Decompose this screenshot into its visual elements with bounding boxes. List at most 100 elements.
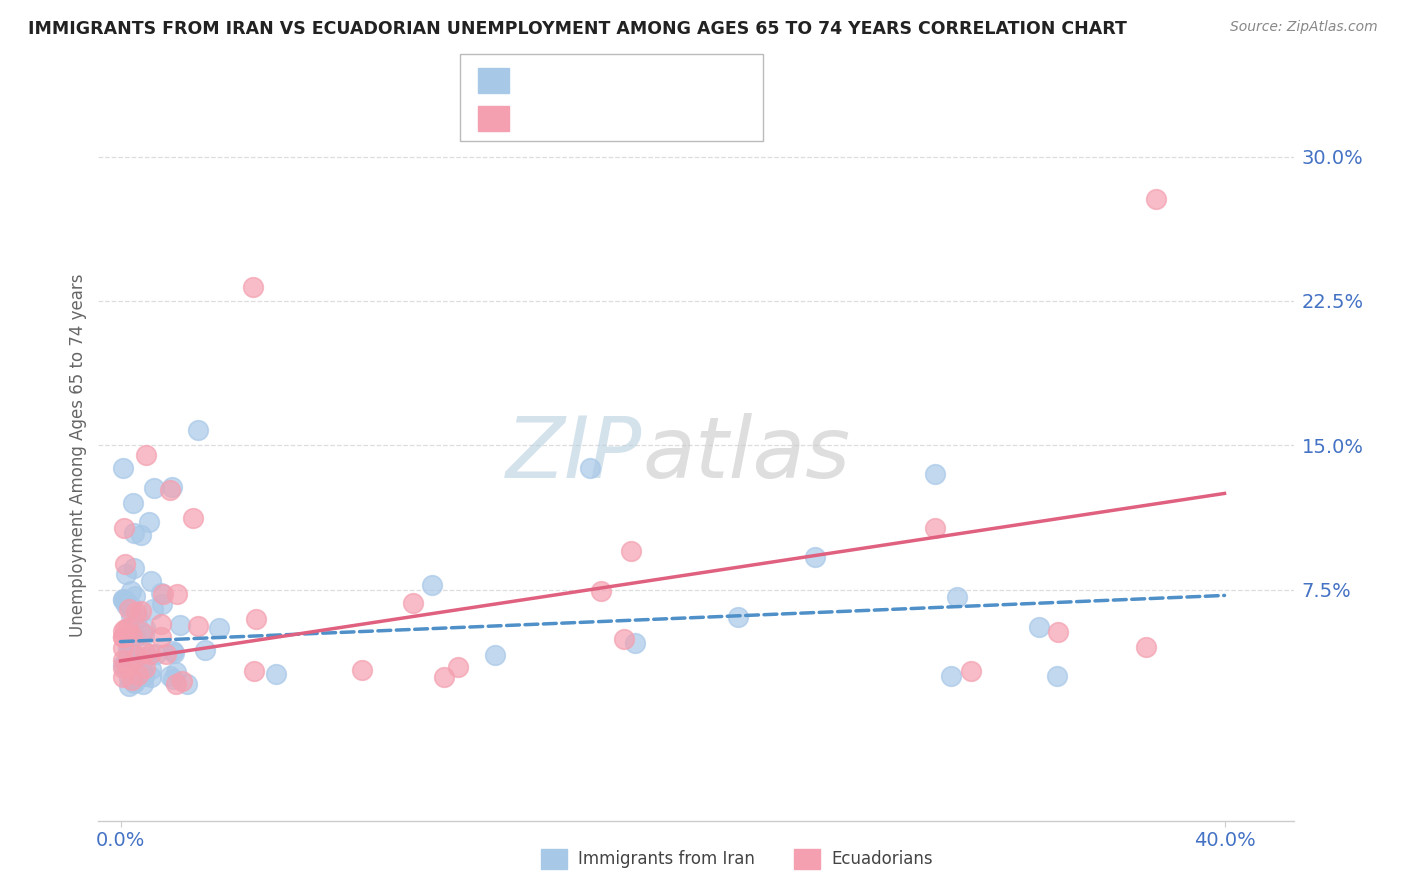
Point xyxy=(433,670,456,684)
Point xyxy=(1028,620,1050,634)
Point xyxy=(142,481,165,495)
Point xyxy=(134,645,156,659)
Point xyxy=(131,677,153,691)
Point xyxy=(125,669,148,683)
Point xyxy=(117,621,139,635)
Point xyxy=(112,630,135,644)
Point xyxy=(112,657,135,672)
Point xyxy=(589,584,612,599)
Point xyxy=(121,629,143,643)
Point xyxy=(127,649,149,664)
Point xyxy=(117,639,139,653)
Point xyxy=(122,675,145,690)
Point xyxy=(120,599,142,613)
Point xyxy=(620,544,643,558)
Point xyxy=(127,661,149,675)
Point xyxy=(172,673,194,688)
Point xyxy=(114,622,136,636)
Point xyxy=(350,663,373,677)
Point xyxy=(159,483,181,498)
Point xyxy=(578,461,600,475)
Point xyxy=(118,679,141,693)
Point xyxy=(1047,625,1070,640)
Point xyxy=(114,521,136,535)
Point xyxy=(115,566,138,581)
Point xyxy=(266,667,288,681)
Point xyxy=(727,610,749,624)
Point xyxy=(125,605,148,619)
Point xyxy=(127,667,149,681)
Point xyxy=(447,660,470,674)
Point xyxy=(804,549,827,564)
Y-axis label: Unemployment Among Ages 65 to 74 years: Unemployment Among Ages 65 to 74 years xyxy=(69,273,87,637)
Point xyxy=(176,676,198,690)
Point xyxy=(117,659,139,673)
Point xyxy=(165,677,187,691)
Point xyxy=(162,672,184,686)
Point xyxy=(122,496,145,510)
Text: IMMIGRANTS FROM IRAN VS ECUADORIAN UNEMPLOYMENT AMONG AGES 65 TO 74 YEARS CORREL: IMMIGRANTS FROM IRAN VS ECUADORIAN UNEMP… xyxy=(28,20,1128,37)
Point xyxy=(162,646,184,660)
Point xyxy=(124,630,146,644)
Point xyxy=(160,480,183,494)
Point xyxy=(624,636,647,650)
Point xyxy=(187,619,209,633)
Point xyxy=(165,665,187,680)
Point xyxy=(207,621,229,635)
Point xyxy=(155,647,177,661)
Point xyxy=(131,665,153,679)
Point xyxy=(946,590,969,604)
Point xyxy=(128,649,150,664)
Text: Immigrants from Iran: Immigrants from Iran xyxy=(578,850,755,868)
Text: Ecuadorians: Ecuadorians xyxy=(831,850,932,868)
Point xyxy=(112,461,135,475)
Point xyxy=(114,593,136,607)
Point xyxy=(112,661,135,675)
Point xyxy=(114,598,136,612)
Point xyxy=(127,671,149,685)
Point xyxy=(131,625,153,640)
Point xyxy=(152,587,174,601)
Point xyxy=(145,647,167,661)
Point xyxy=(150,597,173,611)
Point xyxy=(124,589,146,603)
Point xyxy=(142,602,165,616)
Point xyxy=(120,637,142,651)
Point xyxy=(122,561,145,575)
Point xyxy=(150,631,173,645)
Point xyxy=(141,662,163,676)
Point xyxy=(924,521,946,535)
Point xyxy=(114,655,136,669)
Point xyxy=(112,592,135,607)
Point xyxy=(139,647,162,661)
Point xyxy=(939,669,962,683)
Point xyxy=(125,657,148,671)
Point xyxy=(138,516,160,530)
Point xyxy=(159,669,181,683)
Point xyxy=(117,659,139,673)
Point xyxy=(125,611,148,625)
Text: R =  0.240   N =  49: R = 0.240 N = 49 xyxy=(520,110,688,128)
Point xyxy=(150,616,173,631)
Point xyxy=(135,448,157,462)
Point xyxy=(129,528,152,542)
Point xyxy=(112,630,135,644)
Point xyxy=(122,525,145,540)
Point xyxy=(169,618,191,632)
Point xyxy=(959,664,981,678)
Text: R =  0.081   N =  71: R = 0.081 N = 71 xyxy=(520,71,688,90)
Text: atlas: atlas xyxy=(643,413,851,497)
Text: ZIP: ZIP xyxy=(506,413,643,497)
Point xyxy=(135,650,157,665)
Point xyxy=(117,645,139,659)
Point xyxy=(112,593,135,607)
Point xyxy=(1144,192,1167,206)
Point xyxy=(112,670,135,684)
Point xyxy=(924,467,946,482)
Point xyxy=(613,632,636,646)
Point xyxy=(118,601,141,615)
Point xyxy=(132,669,155,683)
Point xyxy=(134,628,156,642)
Point xyxy=(124,675,146,690)
Point xyxy=(402,596,425,610)
